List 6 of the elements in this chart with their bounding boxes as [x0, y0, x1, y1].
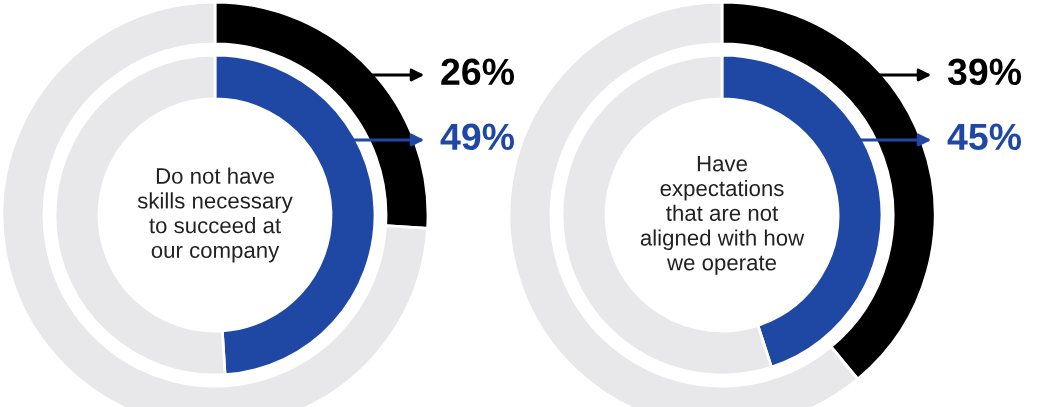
text: Do not have skills necessary to succeed at our company — [137, 167, 293, 263]
data-label: 39% — [947, 58, 1022, 86]
data-label: 45% — [947, 123, 1022, 151]
text: Have expectations that are not aligned with how we operate — [640, 155, 805, 275]
data-label: 49% — [440, 123, 515, 151]
data-label: 26% — [441, 58, 515, 86]
